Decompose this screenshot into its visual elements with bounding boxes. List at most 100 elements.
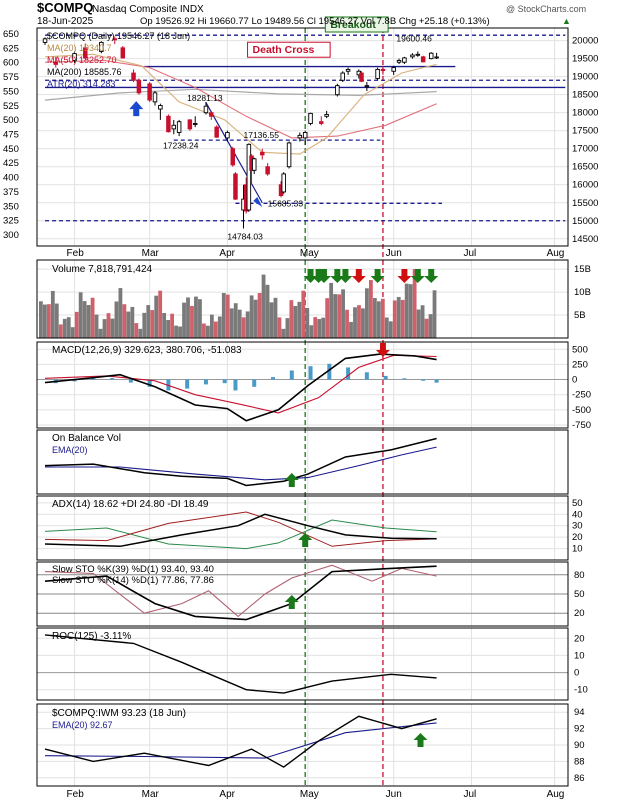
price-left-tick: 375	[3, 187, 19, 198]
price-right-tick: 18500	[572, 90, 598, 101]
candle-body	[72, 53, 77, 61]
x-axis-label-bottom: Aug	[547, 789, 565, 800]
green-signal-arrow	[370, 269, 385, 283]
stockcharts-brand: @ StockCharts.com	[506, 4, 586, 14]
macd-tick: 500	[572, 344, 588, 355]
candle-body	[420, 56, 426, 63]
price-legend-entry: MA(200) 18585.76	[47, 67, 122, 77]
volume-bar	[86, 305, 91, 338]
price-left-tick: 450	[3, 144, 19, 155]
price-annotation: 19600.46	[396, 33, 432, 43]
panel-frame-obv	[36, 429, 569, 495]
volume-bar	[74, 311, 79, 338]
volume-bar	[110, 318, 115, 338]
macd-histogram-bar	[383, 375, 388, 380]
quote-line: Op 19526.92 Hi 19660.77 Lo 19489.56 Cl 1…	[140, 16, 490, 27]
callout-label: Breakout	[330, 19, 376, 31]
chart-date: 18-Jun-2025	[37, 16, 94, 27]
x-axis-label-top: Jun	[386, 248, 402, 259]
volume-bar	[82, 301, 87, 338]
candle-body	[166, 115, 171, 133]
roc-tick: 0	[574, 668, 579, 679]
macd-histogram-bar	[252, 379, 257, 387]
price-legend-entry: $COMPQ (Daily) 19546.27 (18 Jun)	[47, 31, 190, 41]
macd-tick: -750	[572, 420, 591, 431]
macd-histogram-bar	[271, 377, 275, 380]
x-axis-label-bottom: Jun	[386, 789, 402, 800]
panel-labels: 18281.13 17238.24 17136.55 15685.33 14784.03…	[47, 16, 432, 730]
macd-histogram-bar	[185, 379, 190, 389]
volume-bar	[126, 311, 131, 338]
volume-bar	[365, 288, 369, 338]
volume-bar	[341, 289, 345, 338]
volume-bar	[102, 319, 107, 338]
volume-bar	[154, 295, 159, 338]
volume-bar	[146, 305, 151, 338]
volume-bar	[202, 323, 206, 338]
macd-histogram-bar	[327, 363, 332, 380]
green-signal-arrow	[284, 595, 299, 609]
volume-bar	[253, 299, 258, 338]
macd-histogram-bar	[346, 367, 351, 380]
candle-body	[324, 114, 329, 117]
adx-tick: 40	[572, 509, 583, 520]
panel-frame-sto	[36, 561, 569, 627]
candle-body	[176, 121, 182, 133]
roc-line	[44, 634, 437, 694]
volume-bar	[106, 313, 111, 338]
volume-bar	[209, 314, 214, 338]
adx-tick: 20	[572, 532, 583, 543]
macd-histogram-bar	[72, 379, 77, 382]
candle-body	[380, 68, 386, 71]
obv-ema-label: EMA(20)	[52, 445, 88, 455]
volume-bar	[380, 298, 385, 338]
quote-up-arrow: ▲	[562, 16, 571, 26]
volume-bar	[376, 301, 381, 338]
candle-body	[410, 54, 415, 58]
price-left-tick: 300	[3, 230, 19, 241]
x-axis-label-bottom: Mar	[142, 789, 160, 800]
adx-line	[44, 513, 437, 548]
ratio-ema-line	[44, 722, 437, 759]
price-annotation: 15685.33	[268, 198, 304, 208]
candle-body	[402, 57, 407, 63]
candle-body	[364, 85, 370, 88]
green-signal-arrow	[410, 269, 425, 283]
ma200-line	[44, 88, 437, 101]
volume-bar	[39, 301, 43, 338]
volume-tick: 15B	[574, 264, 591, 275]
candle-body	[225, 132, 230, 139]
volume-bar	[66, 317, 71, 338]
volume-bar	[424, 318, 429, 338]
candle-body	[112, 38, 118, 41]
volume-bar	[361, 308, 365, 338]
volume-bar	[221, 292, 226, 338]
adx-tick: 50	[572, 498, 583, 509]
minus-di-line	[44, 511, 437, 547]
volume-bar	[174, 325, 178, 338]
volume-bar	[233, 303, 238, 338]
candle-body	[308, 112, 313, 124]
volume-bar	[305, 308, 310, 338]
volume-bar	[190, 305, 194, 338]
green-signal-arrow	[298, 533, 313, 547]
sto-tick: 20	[574, 608, 585, 619]
grid-lines	[37, 28, 568, 786]
volume-bar	[396, 297, 401, 338]
volume-bar	[158, 290, 163, 338]
volume-bar	[349, 321, 353, 338]
x-axis-label-top: Mar	[142, 248, 160, 259]
volume-bar	[333, 294, 338, 338]
macd-histogram-bar	[308, 366, 313, 380]
volume-bar	[408, 284, 413, 338]
red-signal-arrow	[397, 269, 412, 283]
chart-index-name: Nasdaq Composite INDX	[92, 4, 204, 15]
macd-histogram-bar	[289, 370, 294, 380]
price-right-tick: 16500	[572, 162, 598, 173]
volume-bar	[194, 296, 198, 338]
candle-body	[233, 173, 238, 200]
volume-bar	[388, 321, 393, 338]
volume-bar	[162, 312, 167, 338]
macd-histogram-bar	[203, 379, 208, 385]
macd-tick: -500	[572, 405, 591, 416]
